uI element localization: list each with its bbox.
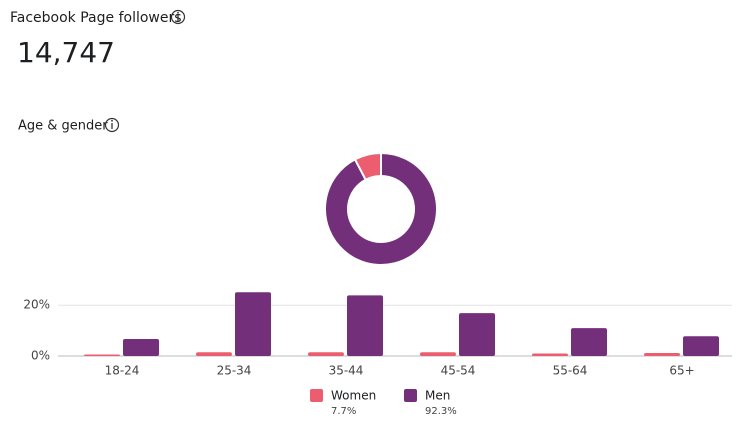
legend-label: Women bbox=[331, 389, 376, 403]
bar bbox=[420, 352, 456, 356]
x-tick-label: 55-64 bbox=[553, 364, 588, 378]
bar bbox=[84, 354, 120, 356]
x-tick-label: 18-24 bbox=[105, 364, 140, 378]
x-tick-label: 65+ bbox=[669, 364, 694, 378]
bar bbox=[459, 313, 495, 356]
follower-count: 14,747 bbox=[17, 36, 115, 69]
info-icon[interactable] bbox=[104, 117, 120, 133]
bar bbox=[571, 328, 607, 356]
page-title: Facebook Page followers bbox=[10, 10, 182, 26]
x-tick-label: 25-34 bbox=[217, 364, 252, 378]
bar bbox=[347, 295, 383, 356]
legend-swatch bbox=[404, 389, 417, 402]
legend-percent: 92.3% bbox=[425, 406, 457, 417]
bar bbox=[683, 336, 719, 356]
bar bbox=[235, 292, 271, 356]
legend-percent: 7.7% bbox=[331, 406, 356, 417]
bar bbox=[196, 352, 232, 356]
legend-label: Men bbox=[425, 389, 450, 403]
bar bbox=[308, 352, 344, 356]
donut-slice bbox=[324, 151, 438, 266]
x-tick-label: 35-44 bbox=[329, 364, 364, 378]
y-tick-label: 20% bbox=[23, 298, 50, 312]
bar bbox=[532, 353, 568, 356]
section-title: Age & gender bbox=[18, 119, 108, 134]
info-icon[interactable] bbox=[170, 9, 186, 25]
y-tick-label: 0% bbox=[31, 349, 50, 363]
bar bbox=[644, 352, 680, 356]
legend-swatch bbox=[310, 389, 323, 402]
x-tick-label: 45-54 bbox=[441, 364, 476, 378]
bar bbox=[123, 338, 159, 356]
